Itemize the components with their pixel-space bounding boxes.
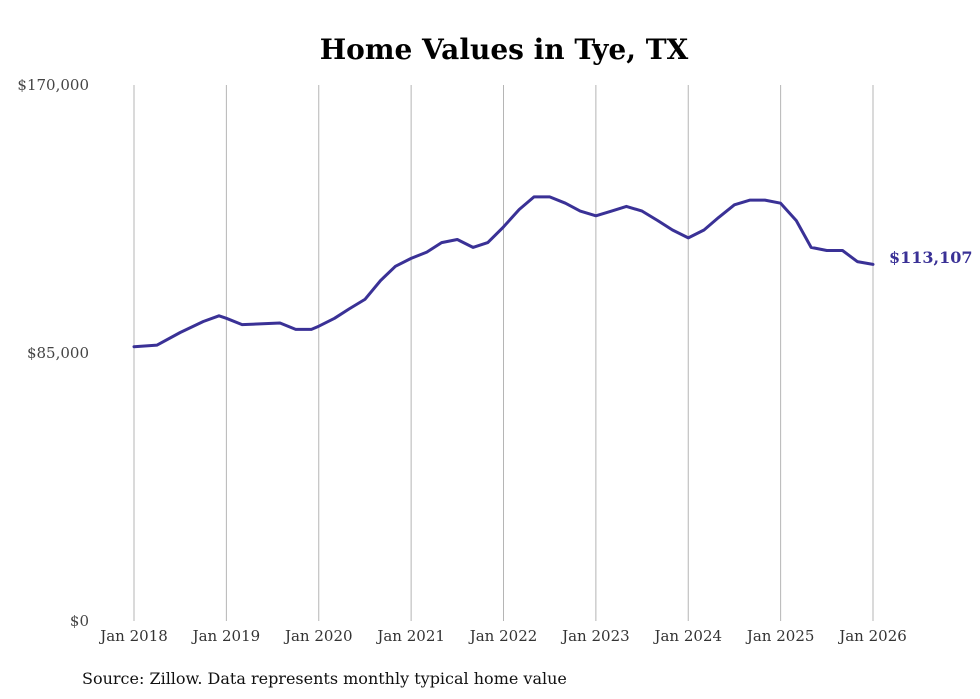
y-tick-label: $85,000 — [27, 344, 89, 362]
x-tick-label: Jan 2018 — [98, 627, 168, 645]
chart-title: Home Values in Tye, TX — [320, 33, 689, 66]
source-note: Source: Zillow. Data represents monthly … — [82, 669, 567, 688]
latest-value-label: $113,107 — [889, 248, 973, 267]
x-tick-label: Jan 2024 — [652, 627, 722, 645]
x-tick-label: Jan 2021 — [375, 627, 445, 645]
series-line — [132, 195, 875, 349]
series-layer — [132, 195, 875, 349]
x-tick-label: Jan 2022 — [468, 627, 538, 645]
x-tick-label: Jan 2019 — [191, 627, 261, 645]
y-tick-label: $0 — [70, 612, 89, 630]
y-axis-ticks: $0 $85,000 $170,000 — [17, 76, 89, 630]
vertical-gridlines — [133, 85, 874, 621]
y-tick-label: $170,000 — [17, 76, 89, 94]
x-tick-label: Jan 2025 — [745, 627, 815, 645]
x-tick-label: Jan 2023 — [560, 627, 630, 645]
x-tick-label: Jan 2026 — [837, 627, 907, 645]
x-axis-ticks: Jan 2018 Jan 2019 Jan 2020 Jan 2021 Jan 2022… — [98, 627, 907, 645]
x-tick-label: Jan 2020 — [283, 627, 353, 645]
